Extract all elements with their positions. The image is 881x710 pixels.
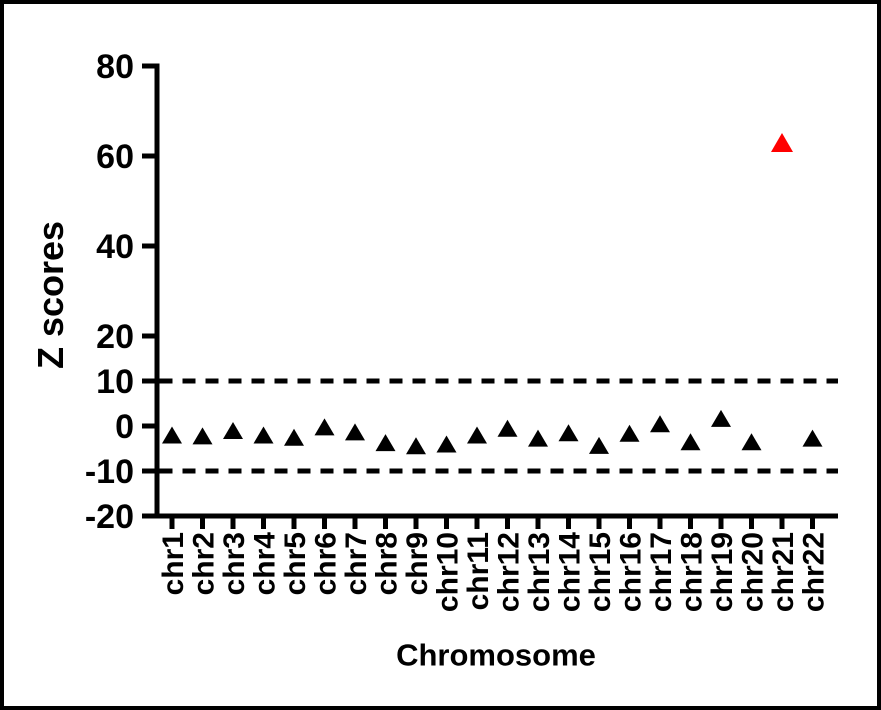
x-tick-label-chr21: chr21 bbox=[767, 532, 800, 612]
data-point-chr3 bbox=[223, 422, 243, 439]
x-tick-label-chr2: chr2 bbox=[187, 532, 220, 595]
data-point-chr4 bbox=[253, 426, 274, 444]
data-point-chr21 bbox=[771, 133, 793, 152]
x-tick-label-chr13: chr13 bbox=[523, 532, 556, 612]
x-tick-label-chr18: chr18 bbox=[675, 532, 708, 612]
data-point-chr5 bbox=[284, 428, 304, 446]
data-point-chr16 bbox=[619, 424, 640, 442]
x-tick-label-chr16: chr16 bbox=[614, 532, 647, 612]
y-tick-label-60: 60 bbox=[96, 138, 134, 176]
data-point-chr14 bbox=[558, 424, 579, 442]
data-point-chr19 bbox=[711, 409, 731, 427]
data-point-chr10 bbox=[436, 435, 457, 453]
x-tick-label-chr22: chr22 bbox=[797, 532, 830, 612]
x-tick-label-chr1: chr1 bbox=[157, 532, 190, 595]
y-tick-label-10: 10 bbox=[96, 363, 134, 401]
data-point-chr12 bbox=[497, 419, 518, 437]
y-tick-label-20: 20 bbox=[96, 318, 134, 356]
data-point-chr17 bbox=[650, 415, 670, 433]
data-point-chr9 bbox=[406, 437, 426, 455]
data-point-chr11 bbox=[467, 426, 487, 444]
data-point-chr2 bbox=[192, 427, 213, 445]
y-axis-title: Z scores bbox=[30, 220, 71, 370]
chart-canvas: -20-1001020406080chr1chr2chr3chr4chr5chr… bbox=[85, 48, 838, 612]
x-tick-label-chr5: chr5 bbox=[279, 532, 312, 595]
data-point-chr1 bbox=[162, 426, 182, 444]
data-point-chr22 bbox=[802, 429, 823, 447]
x-tick-label-chr11: chr11 bbox=[462, 532, 495, 610]
y-tick-label--10: -10 bbox=[85, 453, 134, 491]
x-tick-label-chr4: chr4 bbox=[248, 532, 281, 596]
data-point-chr20 bbox=[741, 433, 762, 451]
x-tick-label-chr10: chr10 bbox=[431, 532, 464, 612]
data-point-chr15 bbox=[589, 436, 609, 454]
x-tick-label-chr12: chr12 bbox=[492, 532, 525, 612]
y-tick-label-40: 40 bbox=[96, 228, 134, 266]
x-tick-label-chr17: chr17 bbox=[645, 532, 678, 612]
y-tick-label-80: 80 bbox=[96, 48, 134, 86]
x-tick-label-chr7: chr7 bbox=[340, 532, 373, 595]
x-tick-label-chr20: chr20 bbox=[736, 532, 769, 612]
x-tick-label-chr8: chr8 bbox=[370, 532, 403, 595]
x-tick-label-chr3: chr3 bbox=[218, 532, 251, 595]
y-tick-label-0: 0 bbox=[115, 408, 134, 446]
data-point-chr13 bbox=[528, 429, 548, 447]
x-tick-label-chr9: chr9 bbox=[401, 532, 434, 595]
x-tick-label-chr19: chr19 bbox=[706, 532, 739, 612]
data-point-chr6 bbox=[314, 418, 335, 436]
x-tick-label-chr14: chr14 bbox=[553, 532, 586, 612]
data-point-chr8 bbox=[375, 434, 396, 452]
x-tick-label-chr6: chr6 bbox=[309, 532, 342, 595]
x-axis-title: Chromosome bbox=[396, 637, 596, 673]
data-point-chr18 bbox=[680, 433, 701, 451]
data-point-chr7 bbox=[345, 423, 365, 441]
x-tick-label-chr15: chr15 bbox=[584, 532, 617, 612]
y-tick-label--20: -20 bbox=[85, 498, 134, 536]
